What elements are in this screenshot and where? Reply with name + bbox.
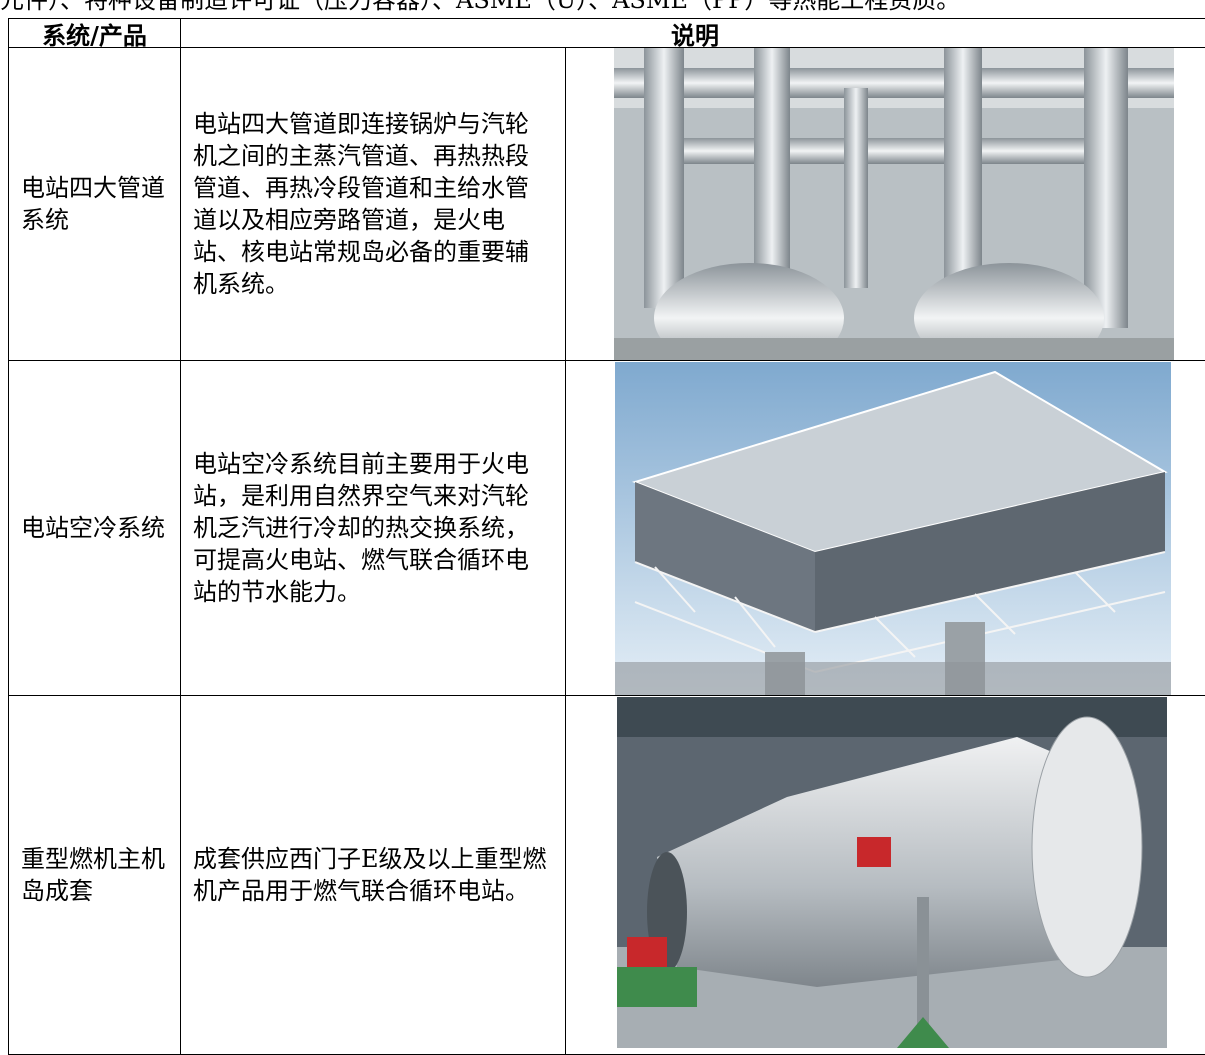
header-cell: 说明 <box>180 18 1205 50</box>
system-name: 电站空冷系统 <box>8 360 181 696</box>
description: 成套供应西门子E级及以上重型燃机产品用于燃气联合循环电站。 <box>180 695 566 1055</box>
header-cell: 系统/产品 <box>8 18 181 50</box>
system-name: 重型燃机主机岛成套 <box>8 695 181 1055</box>
description: 电站四大管道即连接锅炉与汽轮机之间的主蒸汽管道、再热热段管道、再热冷段管道和主给… <box>180 47 566 361</box>
turbine-photo <box>617 697 1167 1048</box>
intro-text: 元件）、特种设备制造许可证（压力容器）、ASME（U）、ASME（PP）等热能工… <box>0 0 961 14</box>
description: 电站空冷系统目前主要用于火电站，是利用自然界空气来对汽轮机乏汽进行冷却的热交换系… <box>180 360 566 696</box>
system-name: 电站四大管道系统 <box>8 47 181 361</box>
aircooler-photo <box>615 362 1171 695</box>
pipes-photo <box>614 48 1174 360</box>
